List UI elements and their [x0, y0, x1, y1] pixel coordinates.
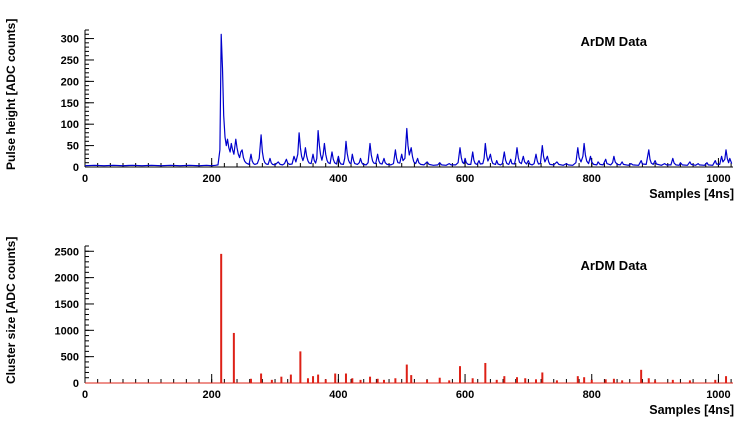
x-tick-label: 200 [203, 173, 221, 185]
x-tick-label: 1000 [706, 389, 730, 401]
y-tick-label: 150 [61, 98, 79, 110]
pulse-height-y-axis-title: Pulse height [ADC counts] [4, 18, 18, 170]
cluster-size-x-axis-title: Samples [4ns] [649, 403, 734, 417]
y-tick-label: 300 [61, 34, 79, 46]
y-tick-label: 50 [67, 141, 79, 153]
x-tick-label: 0 [82, 173, 88, 185]
y-tick-label: 1000 [55, 325, 79, 337]
x-tick-label: 400 [329, 173, 347, 185]
x-tick-label: 400 [329, 389, 347, 401]
x-tick-label: 800 [583, 389, 601, 401]
y-tick-label: 250 [61, 55, 79, 67]
y-tick-label: 0 [73, 378, 79, 390]
cluster-size-panel: Cluster size [ADC counts] 0 200 400 600 800 1… [0, 216, 747, 432]
y-tick-label: 2500 [55, 246, 79, 258]
y-tick-label: 200 [61, 76, 79, 88]
plot-svg-0: 0 200 400 600 800 1000 0 50 100 150 200 250 300 [61, 29, 733, 185]
x-tick-label: 0 [82, 389, 88, 401]
dataset-label-bottom: ArDM Data [580, 258, 647, 273]
pulse-height-x-axis-title: Samples [4ns] [649, 187, 734, 201]
x-tick-label: 1000 [706, 173, 730, 185]
plot-svg-1: 0 200 400 600 800 1000 0 500 1000 1500 2000 2500 [55, 245, 733, 401]
y-tick-label: 0 [73, 162, 79, 174]
y-tick-label: 500 [61, 352, 79, 364]
dataset-label-top: ArDM Data [580, 34, 647, 49]
y-tick-label: 100 [61, 119, 79, 131]
cluster-size-y-axis-title: Cluster size [ADC counts] [4, 236, 18, 384]
y-tick-label: 2000 [55, 273, 79, 285]
x-tick-label: 800 [583, 173, 601, 185]
y-tick-label: 1500 [55, 299, 79, 311]
x-tick-label: 200 [203, 389, 221, 401]
waveform-line [84, 33, 733, 167]
x-tick-label: 600 [456, 173, 474, 185]
x-tick-label: 600 [456, 389, 474, 401]
pulse-height-panel: Pulse height [ADC counts] 0 200 400 600 800 1… [4, 18, 734, 201]
